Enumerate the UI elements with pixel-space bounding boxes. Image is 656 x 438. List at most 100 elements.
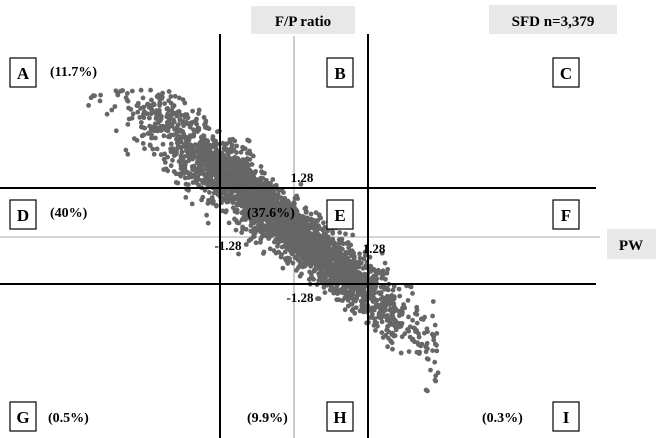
scatter-point	[363, 252, 368, 258]
scatter-point	[211, 143, 217, 149]
scatter-point	[240, 210, 246, 216]
scatter-point	[147, 142, 153, 148]
scatter-point	[372, 286, 378, 291]
scatter-point	[321, 247, 327, 253]
scatter-point	[346, 289, 351, 295]
zone-letter-box	[326, 401, 354, 432]
scatter-point	[266, 183, 272, 188]
scatter-point	[346, 272, 351, 278]
zone-i: I (0.3%)	[482, 401, 580, 432]
zone-letter-box	[9, 199, 37, 230]
scatter-point	[138, 120, 144, 125]
scatter-point	[180, 168, 186, 174]
scatter-point	[379, 330, 385, 335]
scatter-point	[162, 160, 168, 165]
scatter-point	[247, 151, 253, 157]
scatter-point	[335, 267, 341, 273]
scatter-point	[314, 252, 320, 258]
scatter-point	[432, 322, 438, 328]
scatter-point	[125, 151, 131, 157]
scatter-point	[361, 308, 366, 313]
scatter-point	[370, 266, 375, 272]
scatter-point	[379, 319, 385, 325]
scatter-point	[232, 164, 238, 170]
scatter-point	[190, 108, 196, 114]
scatter-point	[276, 228, 282, 233]
y-axis-title-box	[251, 6, 355, 34]
scatter-point	[299, 254, 305, 260]
scatter-point	[135, 100, 141, 106]
scatter-point	[391, 283, 397, 289]
scatter-point	[305, 217, 310, 223]
scatter-point	[430, 313, 435, 319]
scatter-point	[307, 269, 313, 275]
scatter-point	[265, 216, 271, 222]
scatter-point	[359, 303, 365, 309]
scatter-point	[282, 238, 288, 244]
zone-a: A (11.7%)	[9, 57, 97, 88]
scatter-point	[259, 200, 264, 206]
scatter-point	[243, 199, 248, 205]
scatter-point	[414, 320, 420, 326]
scatter-point	[260, 208, 266, 214]
scatter-point	[170, 146, 176, 152]
tick-label-x-pos: 1.28	[363, 241, 386, 256]
scatter-point	[180, 97, 186, 102]
scatter-point	[323, 260, 328, 265]
scatter-point	[318, 215, 323, 221]
scatter-point	[168, 94, 174, 99]
scatter-point	[221, 146, 227, 152]
scatter-point	[201, 158, 207, 163]
scatter-point	[258, 164, 264, 169]
scatter-point	[313, 238, 319, 244]
scatter-point	[308, 211, 314, 217]
scatter-point	[266, 222, 272, 227]
scatter-point	[113, 128, 119, 134]
scatter-point	[166, 98, 172, 104]
scatter-point	[279, 252, 284, 258]
scatter-point	[324, 255, 329, 261]
scatter-point	[330, 286, 336, 291]
tick-label-x-neg: -1.28	[214, 238, 242, 253]
scatter-point	[330, 262, 336, 268]
scatter-point	[258, 239, 263, 245]
scatter-point	[199, 197, 205, 203]
scatter-point	[279, 198, 285, 203]
scatter-point	[280, 229, 286, 234]
scatter-point	[238, 175, 243, 181]
scatter-point	[320, 275, 326, 280]
scatter-point	[123, 147, 129, 153]
zone-h: H (9.9%)	[247, 401, 354, 432]
zone-percent: (37.6%)	[247, 206, 295, 221]
scatter-point	[267, 246, 273, 252]
scatter-point	[202, 187, 208, 193]
scatter-point	[342, 307, 348, 313]
scatter-point	[177, 117, 183, 123]
scatter-point	[141, 112, 146, 117]
scatter-point	[337, 230, 343, 235]
scatter-point	[165, 154, 171, 160]
scatter-point	[178, 112, 184, 118]
scatter-point	[253, 225, 259, 231]
scatter-point	[157, 113, 163, 118]
scatter-point	[197, 164, 202, 170]
scatter-point	[416, 331, 421, 337]
zone-letter: I	[563, 408, 570, 427]
scatter-point	[172, 93, 178, 99]
scatter-point	[392, 324, 398, 329]
zone-percent: (40%)	[50, 206, 88, 221]
scatter-point	[175, 144, 181, 150]
scatter-point	[433, 378, 439, 384]
scatter-point	[252, 170, 257, 176]
scatter-point	[330, 229, 335, 235]
scatter-point	[431, 337, 437, 343]
scatter-point	[336, 261, 341, 267]
scatter-point	[385, 294, 391, 300]
scatter-point	[246, 138, 252, 144]
x-axis-title-box	[607, 229, 656, 259]
scatter-point	[173, 171, 179, 177]
scatter-point	[170, 157, 175, 163]
scatter-point	[333, 251, 338, 257]
scatter-point	[193, 169, 199, 175]
scatter-point	[266, 190, 271, 195]
